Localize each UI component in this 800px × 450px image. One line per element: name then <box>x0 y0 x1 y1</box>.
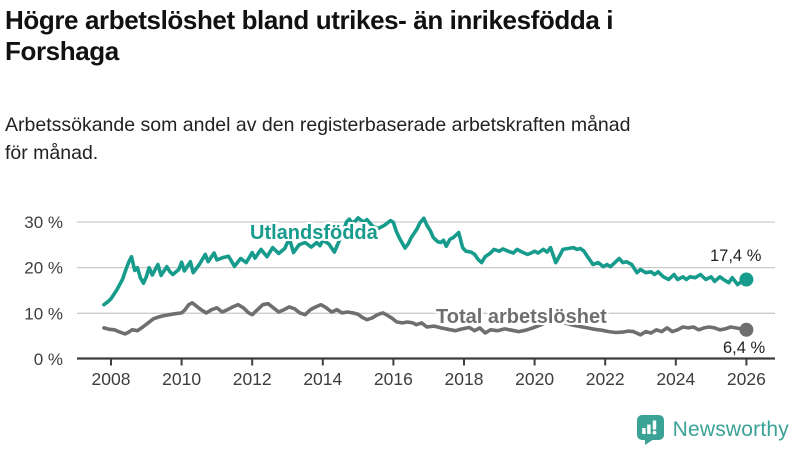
series-label-utlandsfodda: Utlandsfödda <box>250 222 378 244</box>
end-value-label-utlandsfodda: 17,4 % <box>710 247 762 265</box>
x-tick-label-2012: 2012 <box>233 369 272 389</box>
bar-1 <box>641 428 646 434</box>
subtitle-line-2: för månad. <box>5 142 99 164</box>
x-tick-label-2008: 2008 <box>92 369 131 389</box>
newsworthy-wordmark: Newsworthy <box>672 418 789 441</box>
title-line-2: Forshaga <box>5 36 119 66</box>
x-tick-label-2010: 2010 <box>162 369 201 389</box>
x-axis <box>77 357 775 366</box>
x-tick-label-2024: 2024 <box>656 369 695 389</box>
exclamation-stem <box>652 420 656 430</box>
x-tick-label-2020: 2020 <box>515 369 554 389</box>
bar-2 <box>646 424 651 434</box>
x-tick-label-2026: 2026 <box>727 369 766 389</box>
subtitle-line-1: Arbetssökande som andel av den registerb… <box>5 114 631 136</box>
end-value-label-total: 6,4 % <box>723 339 766 357</box>
y-tick-label-10: 10 % <box>24 304 63 323</box>
series-end-dot-0 <box>739 272 754 287</box>
series-end-dot-1 <box>739 322 754 337</box>
title-line-1: Högre arbetslöshet bland utrikes- än inr… <box>5 5 614 35</box>
series-line-1 <box>102 300 749 337</box>
y-tick-label-30: 30 % <box>24 213 63 232</box>
x-tick-label-2018: 2018 <box>445 369 484 389</box>
x-tick-label-2014: 2014 <box>303 369 342 389</box>
chart-series <box>102 216 754 337</box>
newsworthy-logo-icon <box>636 415 664 445</box>
y-tick-label-20: 20 % <box>24 259 63 278</box>
chart-subtitle: Arbetssökande som andel av den registerb… <box>5 111 795 167</box>
series-line-0 <box>102 216 749 307</box>
axis-tick-labels: 30 % 20 % 10 % 0 % 2008 2010 2012 2014 2016 2018 2… <box>24 213 766 389</box>
exclamation-dot <box>652 430 657 435</box>
x-tick-label-2022: 2022 <box>586 369 625 389</box>
newsworthy-branding: Newsworthy <box>636 414 789 446</box>
page-title: Högre arbetslöshet bland utrikes- än inr… <box>5 5 795 67</box>
series-label-total-arbetsloshet: Total arbetslöshet <box>436 306 607 328</box>
x-tick-label-2016: 2016 <box>374 369 413 389</box>
y-tick-label-0: 0 % <box>34 350 63 369</box>
